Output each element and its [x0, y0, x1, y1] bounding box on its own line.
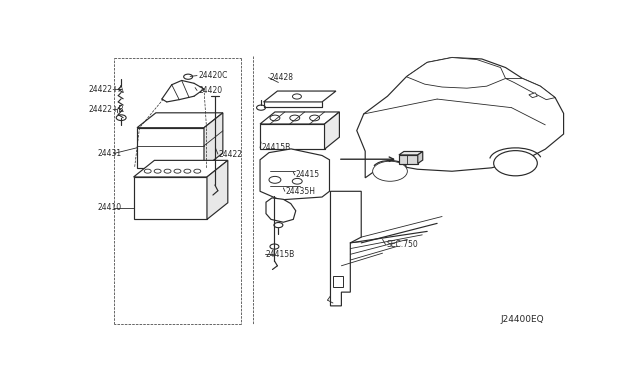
Polygon shape [207, 160, 228, 219]
Circle shape [290, 115, 300, 121]
Text: 24435H: 24435H [286, 187, 316, 196]
Polygon shape [134, 160, 228, 177]
Circle shape [154, 169, 161, 173]
Circle shape [270, 115, 280, 121]
Circle shape [144, 169, 151, 173]
Text: 24422+B: 24422+B [89, 105, 124, 113]
Circle shape [174, 169, 181, 173]
Polygon shape [399, 151, 423, 155]
Polygon shape [260, 112, 339, 124]
Polygon shape [260, 149, 330, 200]
Polygon shape [330, 191, 361, 306]
Text: SEC.750: SEC.750 [387, 240, 419, 249]
Text: 24422+A: 24422+A [89, 84, 125, 93]
Polygon shape [137, 113, 223, 128]
Circle shape [164, 169, 171, 173]
Circle shape [184, 169, 191, 173]
Circle shape [292, 94, 301, 99]
Circle shape [184, 74, 193, 79]
Polygon shape [134, 177, 207, 219]
Polygon shape [266, 198, 296, 222]
Polygon shape [529, 93, 538, 97]
Text: 24410: 24410 [97, 203, 122, 212]
Polygon shape [406, 58, 506, 88]
Text: 24428: 24428 [269, 73, 294, 82]
Text: J24400EQ: J24400EQ [500, 315, 544, 324]
Polygon shape [356, 58, 564, 178]
Circle shape [194, 169, 201, 173]
Text: 24420C: 24420C [198, 71, 227, 80]
Polygon shape [506, 78, 555, 100]
Circle shape [292, 179, 302, 184]
Polygon shape [204, 113, 223, 168]
Circle shape [274, 222, 283, 228]
Circle shape [310, 115, 319, 121]
Circle shape [257, 105, 266, 110]
Circle shape [372, 161, 408, 181]
Text: 24422: 24422 [219, 150, 243, 158]
Circle shape [270, 244, 279, 249]
Polygon shape [264, 91, 336, 102]
Text: 24415B: 24415B [261, 143, 291, 152]
Polygon shape [399, 155, 418, 164]
Text: 24415B: 24415B [266, 250, 295, 259]
Bar [333, 276, 344, 287]
Polygon shape [260, 124, 324, 149]
Circle shape [116, 115, 126, 121]
Polygon shape [324, 112, 339, 149]
Text: 24420: 24420 [198, 86, 222, 95]
Text: 24431: 24431 [97, 149, 122, 158]
Polygon shape [137, 128, 204, 168]
Circle shape [269, 176, 281, 183]
Circle shape [493, 151, 538, 176]
Polygon shape [418, 151, 423, 164]
Text: 24415: 24415 [296, 170, 320, 179]
